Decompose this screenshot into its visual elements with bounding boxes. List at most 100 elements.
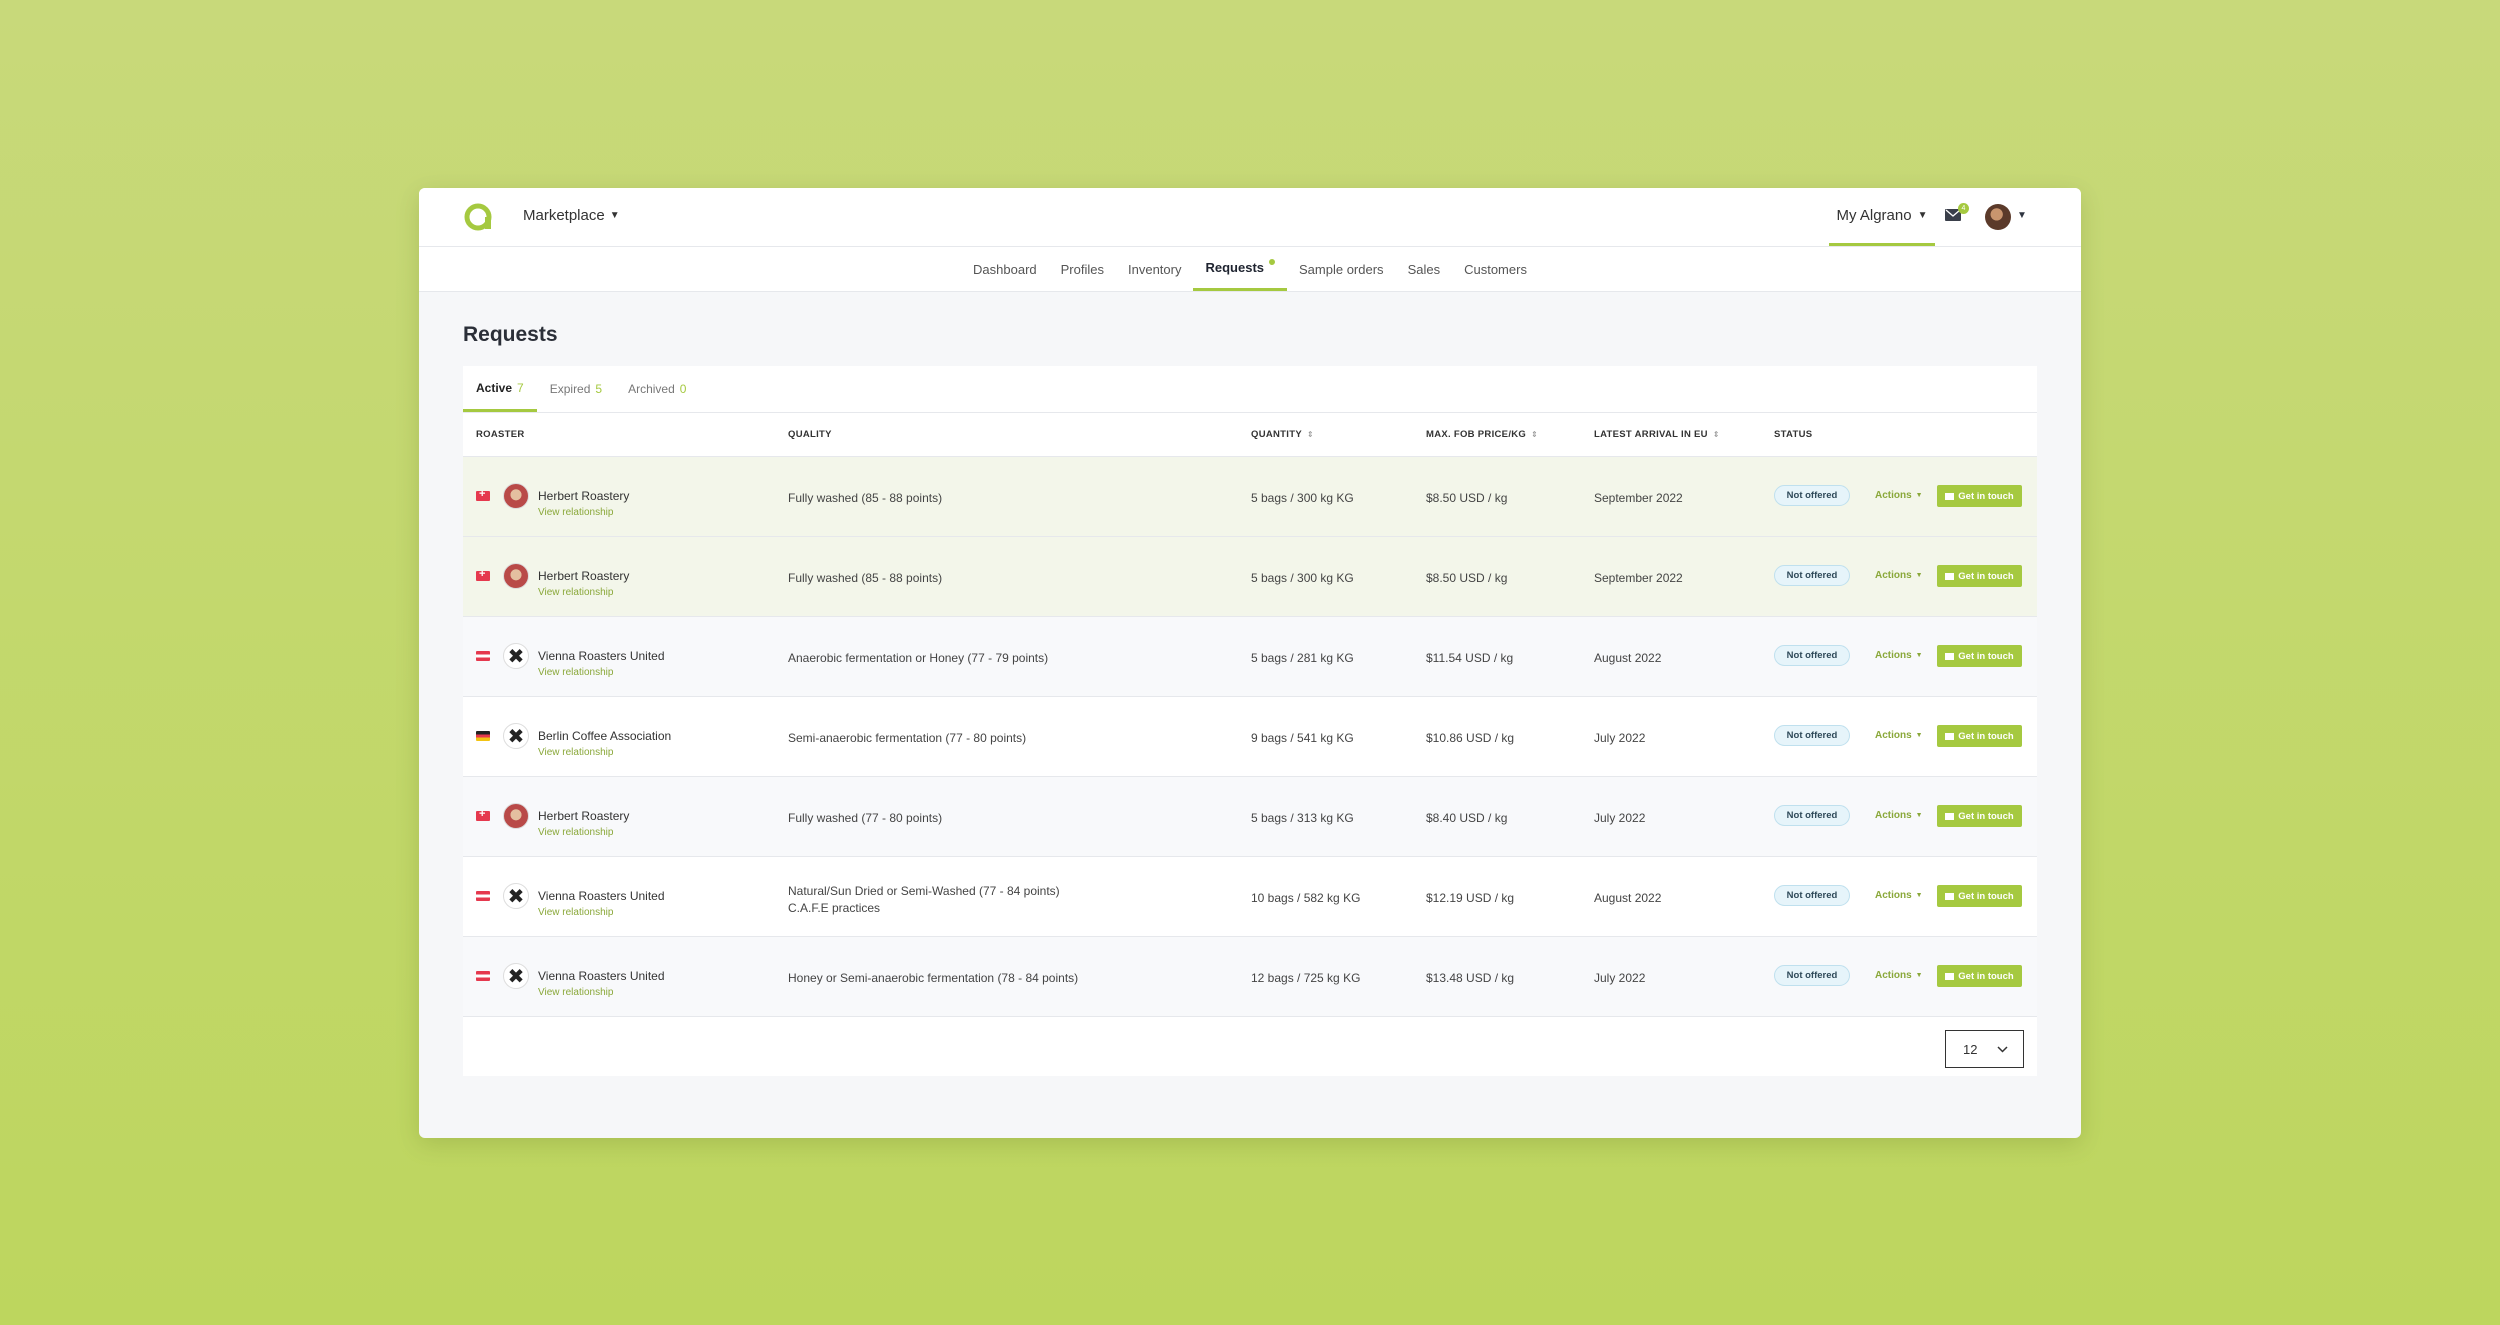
roaster-name: Vienna Roasters United <box>538 649 665 663</box>
marketplace-menu[interactable]: Marketplace ▼ <box>523 207 620 224</box>
get-in-touch-button[interactable]: Get in touch <box>1937 885 2022 907</box>
column-arrival[interactable]: LATEST ARRIVAL IN EU ⇕ <box>1594 429 1720 440</box>
price-cell: $10.86 USD / kg <box>1426 731 1515 745</box>
arrival-cell: July 2022 <box>1594 811 1646 825</box>
roaster-avatar: ✖ <box>503 643 529 669</box>
arrival-cell: August 2022 <box>1594 891 1662 905</box>
price-cell: $8.50 USD / kg <box>1426 571 1508 585</box>
actions-dropdown[interactable]: Actions ▼ <box>1875 970 1923 982</box>
envelope-icon <box>1945 972 1955 980</box>
column-label: STATUS <box>1774 429 1813 440</box>
per-page-value: 12 <box>1963 1041 1978 1057</box>
user-avatar[interactable] <box>1985 204 2011 230</box>
nav-label: Requests <box>1205 260 1265 275</box>
get-in-touch-button[interactable]: Get in touch <box>1937 565 2022 587</box>
price-cell: $8.50 USD / kg <box>1426 491 1508 505</box>
table-row[interactable]: Herbert Roastery View relationship Fully… <box>463 777 2037 857</box>
nav-sample-orders[interactable]: Sample orders <box>1287 247 1396 291</box>
view-relationship-link[interactable]: View relationship <box>538 587 614 598</box>
actions-dropdown[interactable]: Actions ▼ <box>1875 810 1923 822</box>
view-relationship-link[interactable]: View relationship <box>538 667 614 678</box>
caret-down-icon: ▼ <box>1915 972 1923 979</box>
roaster-avatar: ✖ <box>503 723 529 749</box>
caret-down-icon: ▼ <box>1915 892 1923 899</box>
country-flag-icon <box>476 811 490 821</box>
actions-dropdown[interactable]: Actions ▼ <box>1875 490 1923 502</box>
column-label: QUALITY <box>788 429 832 440</box>
caret-down-icon: ▼ <box>1915 572 1923 579</box>
view-relationship-link[interactable]: View relationship <box>538 907 614 918</box>
actions-dropdown[interactable]: Actions ▼ <box>1875 890 1923 902</box>
nav-sales[interactable]: Sales <box>1396 247 1453 291</box>
caret-down-icon: ▼ <box>1915 492 1923 499</box>
actions-dropdown[interactable]: Actions ▼ <box>1875 570 1923 582</box>
view-relationship-link[interactable]: View relationship <box>538 987 614 998</box>
country-flag-icon <box>476 891 490 901</box>
roaster-avatar <box>503 483 529 509</box>
roaster-name: Herbert Roastery <box>538 489 630 503</box>
chevron-down-icon <box>1997 1045 2008 1053</box>
chevron-down-icon[interactable]: ▼ <box>2017 210 2027 221</box>
actions-label: Actions <box>1875 490 1912 501</box>
price-cell: $13.48 USD / kg <box>1426 971 1515 985</box>
table-row[interactable]: ✖ Vienna Roasters United View relationsh… <box>463 937 2037 1017</box>
actions-dropdown[interactable]: Actions ▼ <box>1875 730 1923 742</box>
get-in-touch-button[interactable]: Get in touch <box>1937 725 2022 747</box>
view-relationship-link[interactable]: View relationship <box>538 507 614 518</box>
nav-label: Profiles <box>1060 261 1104 277</box>
column-quantity[interactable]: QUANTITY ⇕ <box>1251 429 1314 440</box>
nav-profiles[interactable]: Profiles <box>1049 247 1116 291</box>
nav-inventory[interactable]: Inventory <box>1116 247 1193 291</box>
mail-icon[interactable] <box>1945 209 1961 221</box>
country-flag-icon <box>476 491 490 501</box>
main-nav: Dashboard Profiles Inventory Requests Sample… <box>419 247 2081 292</box>
top-bar: Marketplace ▼ My Algrano ▼ 4 ▼ <box>419 188 2081 247</box>
table-row[interactable]: ✖ Vienna Roasters United View relationsh… <box>463 617 2037 697</box>
column-price[interactable]: MAX. FOB PRICE/KG ⇕ <box>1426 429 1538 440</box>
nav-label: Dashboard <box>973 261 1037 277</box>
account-menu[interactable]: My Algrano ▼ <box>1829 188 1935 246</box>
notification-dot-icon <box>1269 258 1276 265</box>
pagination: 12 <box>463 1017 2037 1093</box>
roaster-name: Vienna Roasters United <box>538 889 665 903</box>
table-row[interactable]: Herbert Roastery View relationship Fully… <box>463 537 2037 617</box>
quality-cell: Natural/Sun Dried or Semi-Washed (77 - 8… <box>788 883 1060 917</box>
roaster-name: Herbert Roastery <box>538 809 630 823</box>
table-row[interactable]: ✖ Berlin Coffee Association View relatio… <box>463 697 2037 777</box>
get-in-touch-button[interactable]: Get in touch <box>1937 805 2022 827</box>
nav-dashboard[interactable]: Dashboard <box>961 247 1049 291</box>
per-page-select[interactable]: 12 <box>1945 1030 2024 1068</box>
column-status: STATUS <box>1774 429 1812 440</box>
table-header: ROASTER QUALITY QUANTITY ⇕ MAX. FOB PRICE… <box>463 413 2037 457</box>
status-badge: Not offered <box>1774 965 1850 986</box>
table-row[interactable]: Herbert Roastery View relationship Fully… <box>463 457 2037 537</box>
tab-active[interactable]: Active 7 <box>463 366 537 412</box>
tab-count: 5 <box>595 382 603 396</box>
view-relationship-link[interactable]: View relationship <box>538 747 614 758</box>
get-in-touch-button[interactable]: Get in touch <box>1937 645 2022 667</box>
tab-archived[interactable]: Archived 0 <box>615 366 699 412</box>
get-in-touch-button[interactable]: Get in touch <box>1937 965 2022 987</box>
quantity-cell: 9 bags / 541 kg KG <box>1251 731 1354 745</box>
roaster-name: Vienna Roasters United <box>538 969 665 983</box>
get-in-touch-label: Get in touch <box>1958 810 2014 822</box>
get-in-touch-button[interactable]: Get in touch <box>1937 485 2022 507</box>
chevron-down-icon: ▼ <box>609 210 620 221</box>
envelope-icon <box>1945 732 1955 740</box>
price-cell: $12.19 USD / kg <box>1426 891 1515 905</box>
country-flag-icon <box>476 571 490 581</box>
nav-label: Sample orders <box>1299 261 1384 277</box>
nav-customers[interactable]: Customers <box>1452 247 1539 291</box>
nav-requests[interactable]: Requests <box>1193 247 1288 291</box>
roaster-avatar <box>503 563 529 589</box>
algrano-logo[interactable] <box>463 202 493 232</box>
account-label: My Algrano <box>1836 207 1912 224</box>
actions-dropdown[interactable]: Actions ▼ <box>1875 650 1923 662</box>
quality-cell: Fully washed (77 - 80 points) <box>788 811 943 825</box>
column-label: MAX. FOB PRICE/KG <box>1426 429 1527 440</box>
status-badge: Not offered <box>1774 645 1850 666</box>
country-flag-icon <box>476 651 490 661</box>
table-row[interactable]: ✖ Vienna Roasters United View relationsh… <box>463 857 2037 937</box>
tab-expired[interactable]: Expired 5 <box>537 366 615 412</box>
view-relationship-link[interactable]: View relationship <box>538 827 614 838</box>
